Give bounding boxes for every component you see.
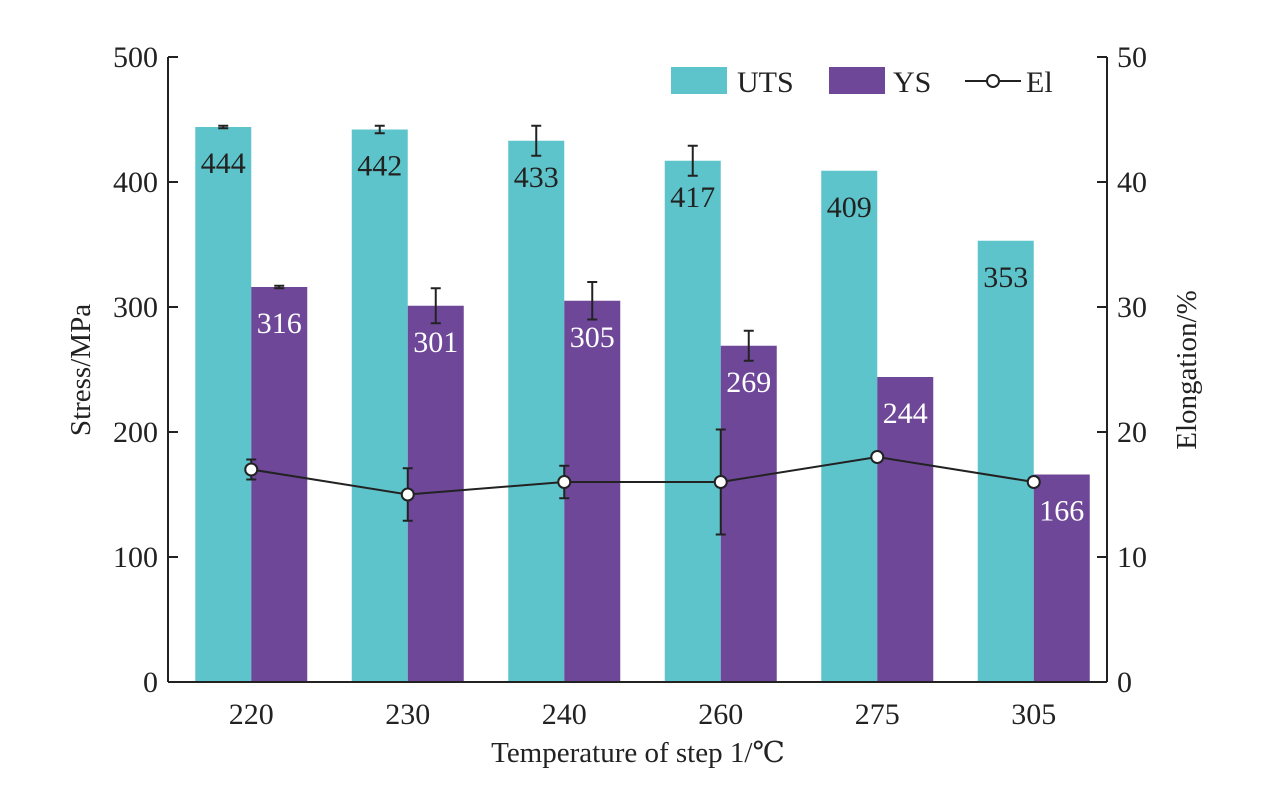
bars-layer [195,127,1090,682]
bar-uts-305 [977,240,1034,682]
y-tick-label-500: 500 [113,41,158,74]
x-tick-label-275: 275 [855,698,900,731]
y-tick-label-100: 100 [113,541,158,574]
elongation-point-305 [1026,475,1041,489]
elongation-point-230 [400,487,415,502]
axes-layer [167,57,1108,683]
x-tick-label-230: 230 [385,698,430,731]
legend-label-ys: YS [893,66,931,99]
x-axis-label: Temperature of step 1/℃ [491,737,785,769]
bar-label-uts-240: 433 [514,161,559,194]
y-axis-label: Stress/MPa [65,304,97,436]
bar-ys-220 [251,287,308,682]
bar-uts-230 [351,129,408,682]
bar-labels-layer: 444 442 433 417 409 353 316 301 305 269 244 166 [201,147,1085,528]
y-tick-label-400: 400 [113,166,158,199]
ticks-layer: 0 100 200 300 400 500 0 10 20 30 40 50 220 230 240 260 2… [113,41,1147,731]
y2-tick-label-50: 50 [1117,41,1147,74]
legend: UTS YS El [671,66,1053,99]
y2-tick-label-10: 10 [1117,541,1147,574]
bar-label-ys-305: 166 [1039,495,1084,528]
legend-swatch-ys [829,67,885,94]
bar-label-uts-230: 442 [357,150,402,183]
bar-uts-275 [821,170,878,682]
x-tick-label-240: 240 [542,698,587,731]
bar-ys-305 [1033,474,1090,682]
elongation-line-layer [244,428,1041,536]
bar-label-ys-275: 244 [883,397,928,430]
elongation-line [251,455,1034,496]
bar-ys-240 [564,300,621,682]
legend-label-uts: UTS [737,66,794,99]
x-tick-label-220: 220 [229,698,274,731]
bar-ys-260 [720,345,777,682]
bar-label-ys-260: 269 [726,366,771,399]
bar-label-ys-230: 301 [413,326,458,359]
legend-label-el: El [1026,66,1053,99]
y-tick-label-300: 300 [113,291,158,324]
bar-label-uts-220: 444 [201,147,246,180]
bar-label-uts-260: 417 [670,181,715,214]
bar-label-uts-275: 409 [827,191,872,224]
y-tick-label-200: 200 [113,416,158,449]
legend-marker-el [986,74,1000,88]
y2-tick-label-20: 20 [1117,416,1147,449]
bar-ys-275 [877,377,934,682]
elongation-point-240 [557,475,572,489]
y2-tick-label-30: 30 [1117,291,1147,324]
y2-axis-label: Elongation/% [1171,290,1203,449]
bar-label-uts-305: 353 [983,261,1028,294]
bar-label-ys-220: 316 [257,307,302,340]
x-tick-label-260: 260 [698,698,743,731]
y-tick-label-0: 0 [143,666,158,699]
y2-tick-label-40: 40 [1117,166,1147,199]
x-tick-label-305: 305 [1011,698,1056,731]
error-bars-layer [218,124,754,362]
elongation-point-260 [713,475,728,489]
y2-tick-label-0: 0 [1117,666,1132,699]
legend-swatch-uts [671,67,727,94]
bar-uts-240 [508,140,565,682]
elongation-point-275 [870,450,885,464]
bar-label-ys-240: 305 [570,321,615,354]
bar-uts-220 [195,127,252,682]
elongation-point-220 [244,462,259,477]
bar-uts-260 [664,160,721,682]
